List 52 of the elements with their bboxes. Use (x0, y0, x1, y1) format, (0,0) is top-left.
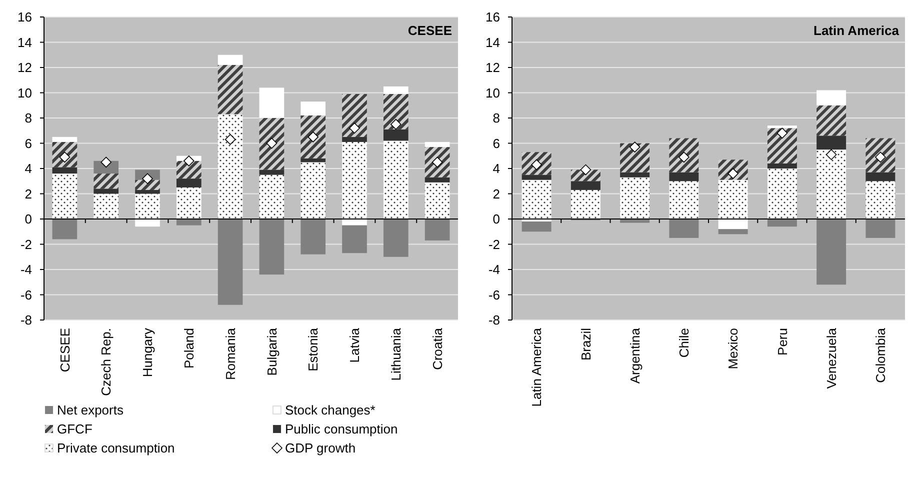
y-tick-label: 16 (18, 10, 32, 25)
text: CESEE (408, 23, 452, 38)
x-tick-label: Croatia (430, 327, 445, 370)
legend-label: GFCF (57, 422, 92, 437)
y-tick-label: 6 (24, 136, 32, 151)
y-tick-label: 2 (492, 186, 500, 202)
x-tick-label: Latvia (347, 327, 362, 363)
y-tick-label: -8 (488, 312, 500, 328)
y-tick-label: 10 (486, 85, 500, 100)
x-tick-label: Czech Rep. (98, 328, 114, 396)
y-tick-label: 12 (486, 60, 500, 76)
x-tick-label: Bulgaria (264, 327, 280, 376)
y-tick-label: 16 (486, 10, 500, 25)
y-tick-label: 14 (486, 34, 500, 50)
text: Latin America (814, 23, 900, 38)
y-tick-label: -4 (20, 262, 32, 278)
x-tick-label: Mexico (726, 328, 741, 370)
y-tick-label: -4 (488, 262, 500, 278)
x-tick-label: Estonia (306, 327, 321, 372)
legend-label: GDP growth (285, 440, 356, 456)
y-tick-label: 0 (492, 212, 500, 227)
x-tick-label: Colombia (872, 327, 888, 383)
x-tick-label: Venezuela (824, 327, 839, 389)
legend-label: Net exports (57, 402, 124, 418)
y-tick-label: 8 (492, 110, 500, 126)
x-tick-label: CESEE (57, 328, 72, 372)
x-tick-label: Latin America (529, 327, 544, 407)
legend-label: Stock changes* (285, 402, 376, 418)
x-tick-label: Poland (181, 328, 196, 368)
legend-label: Private consumption (57, 440, 175, 456)
y-tick-label: 10 (18, 85, 32, 100)
y-tick-label: -6 (488, 287, 500, 302)
x-tick-label: Argentina (627, 327, 642, 384)
x-tick-label: Peru (774, 328, 790, 356)
y-tick-label: -2 (488, 236, 500, 252)
y-tick-label: -6 (20, 287, 32, 302)
legend-label: Public consumption (285, 422, 398, 437)
y-tick-label: 2 (24, 186, 32, 202)
y-tick-label: -8 (20, 312, 32, 328)
x-tick-label: Hungary (140, 328, 156, 378)
y-tick-label: 6 (492, 136, 500, 151)
y-tick-label: 4 (492, 161, 500, 176)
x-tick-label: Lithuania (388, 327, 404, 381)
y-tick-label: 0 (24, 212, 32, 227)
x-tick-label: Chile (676, 328, 692, 358)
y-tick-label: 4 (24, 161, 32, 176)
y-tick-label: -2 (20, 236, 32, 252)
x-tick-label: Romania (222, 327, 238, 380)
x-tick-label: Brazil (578, 328, 594, 361)
y-tick-label: 8 (24, 110, 32, 126)
y-tick-label: 12 (18, 60, 32, 76)
y-tick-label: 14 (18, 34, 32, 50)
